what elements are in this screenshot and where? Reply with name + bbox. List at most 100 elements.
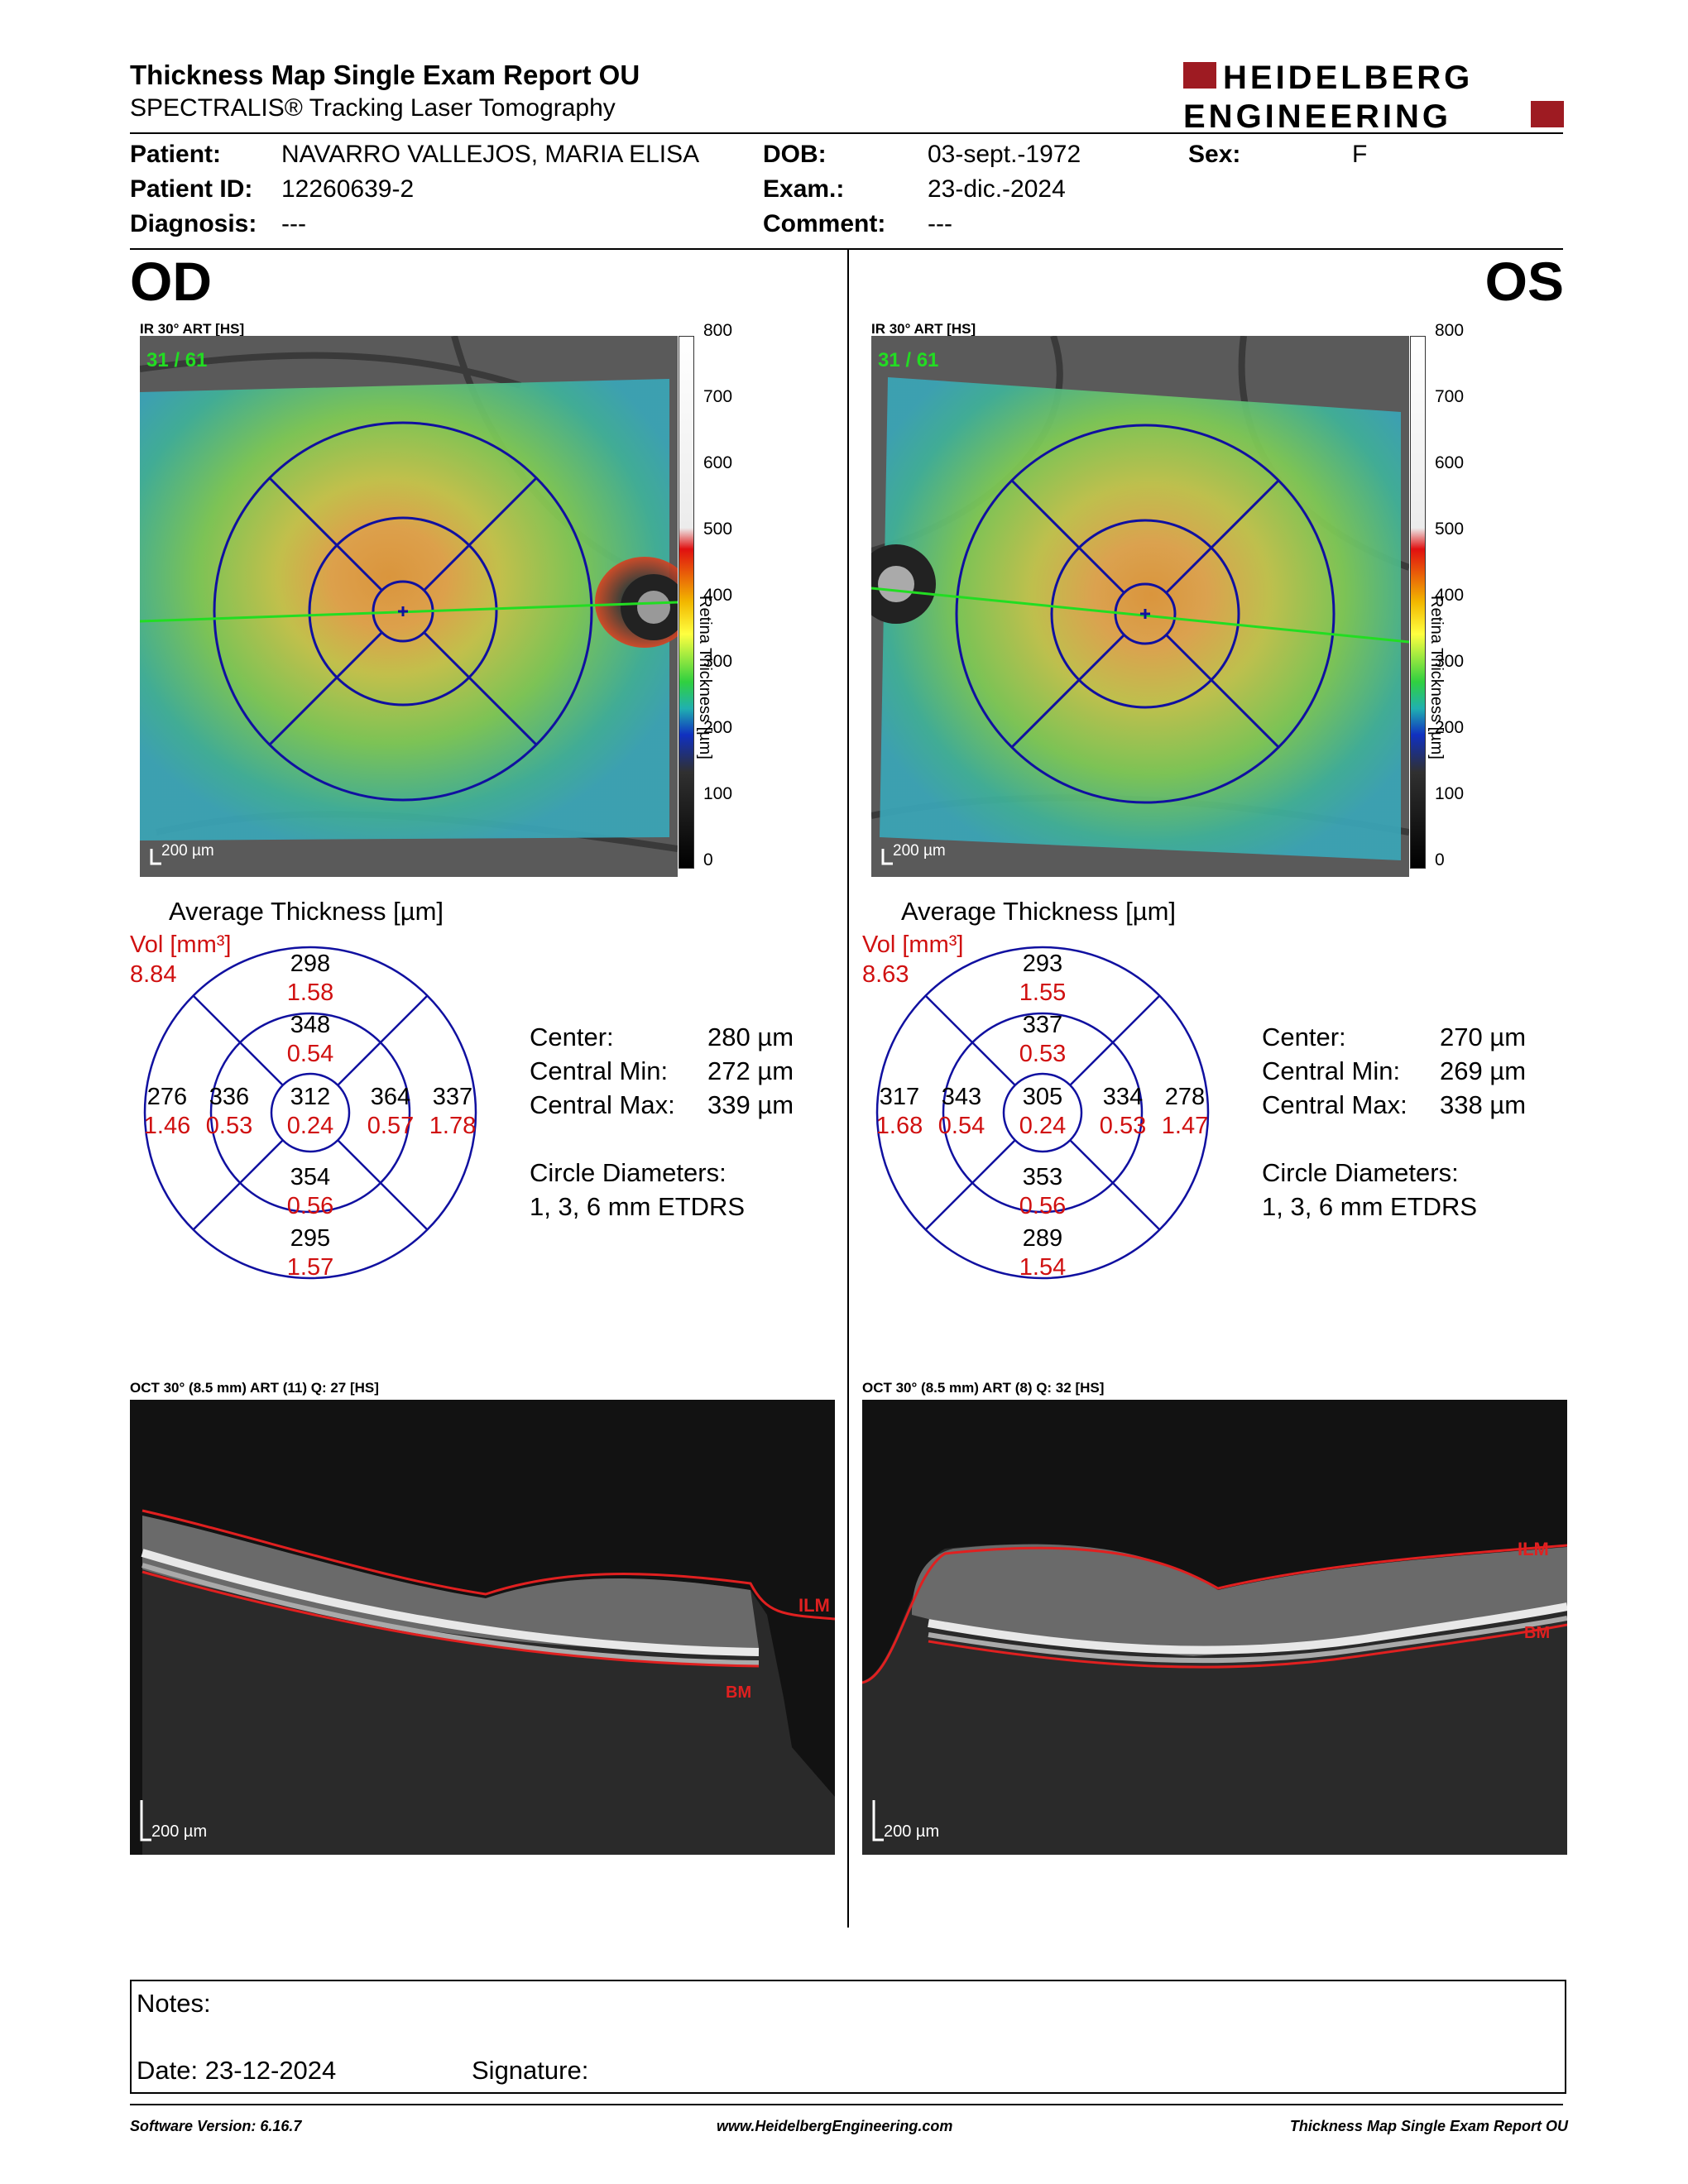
os-ir-caption: IR 30° ART [HS] xyxy=(871,321,976,337)
os-tick: 700 xyxy=(1435,387,1465,406)
od-center-thickness: 312 xyxy=(290,1084,330,1110)
dob-value: 03-sept.-1972 xyxy=(928,141,1081,168)
svg-text:HEIDELBERG: HEIDELBERG xyxy=(1223,60,1473,96)
os-inner-right-thickness: 334 xyxy=(1103,1084,1143,1110)
os-cmin-value: 269 µm xyxy=(1440,1056,1527,1085)
os-tick: 300 xyxy=(1435,652,1465,671)
os-inner-bottom-volume: 0.56 xyxy=(1019,1193,1066,1219)
patient-id: 12260639-2 xyxy=(281,175,415,203)
od-center-label: Center: xyxy=(530,1023,614,1051)
os-inner-top-thickness: 337 xyxy=(1023,1012,1062,1038)
eye-divider xyxy=(847,250,849,1928)
od-colorbar-ticks: 800 700 600 500 400 300 200 100 0 xyxy=(703,321,761,892)
os-circle-value: 1, 3, 6 mm ETDRS xyxy=(1262,1192,1478,1221)
od-thickness-map: 31 / 61 200 µm xyxy=(140,336,678,877)
os-tick: 200 xyxy=(1435,718,1465,737)
od-tick: 600 xyxy=(703,453,733,472)
os-oct-scale-bar xyxy=(872,1800,884,1842)
od-colorbar-label: Retina Thickness [µm] xyxy=(696,596,714,759)
os-thickness-title: Average Thickness [µm] xyxy=(901,897,1177,926)
od-oct-caption: OCT 30° (8.5 mm) ART (11) Q: 27 [HS] xyxy=(130,1380,379,1396)
od-tick: 700 xyxy=(703,387,733,406)
od-vol-value: 8.84 xyxy=(130,961,177,988)
os-ilm-label: ILM xyxy=(1518,1539,1549,1559)
notes-label: Notes: xyxy=(137,1989,211,2018)
patient-name: NAVARRO VALLEJOS, MARIA ELISA xyxy=(281,141,700,168)
od-inner-top-thickness: 348 xyxy=(290,1012,330,1038)
od-center-volume: 0.24 xyxy=(287,1113,333,1139)
signature-label: Signature: xyxy=(472,2056,589,2085)
od-circle-label: Circle Diameters: xyxy=(530,1158,727,1187)
notes-box[interactable] xyxy=(130,1980,1566,2094)
os-cmax-value: 338 µm xyxy=(1440,1090,1527,1119)
od-outer-left-volume: 1.46 xyxy=(144,1113,190,1139)
os-vol-value: 8.63 xyxy=(862,961,909,988)
od-tick: 800 xyxy=(703,321,733,340)
os-tick: 500 xyxy=(1435,520,1465,539)
od-outer-top-volume: 1.58 xyxy=(287,979,333,1006)
report-title: Thickness Map Single Exam Report OU xyxy=(130,60,640,90)
os-center-value: 270 µm xyxy=(1440,1023,1527,1051)
os-bm-label: BM xyxy=(1524,1624,1550,1642)
os-outer-right-volume: 1.47 xyxy=(1162,1113,1208,1139)
os-tick: 400 xyxy=(1435,586,1465,605)
diagnosis-label: Diagnosis: xyxy=(130,210,257,237)
od-tick: 300 xyxy=(703,652,733,671)
exam-label: Exam.: xyxy=(763,175,845,203)
od-vol-label: Vol [mm³] xyxy=(130,932,232,958)
od-tick: 200 xyxy=(703,718,733,737)
comment-value: --- xyxy=(928,210,952,237)
os-outer-top-volume: 1.55 xyxy=(1019,979,1066,1006)
heidelberg-logo: HEIDELBERG ENGINEERING xyxy=(1183,60,1564,132)
od-tick: 0 xyxy=(703,850,713,869)
os-inner-right-volume: 0.53 xyxy=(1100,1113,1146,1139)
od-circle-value: 1, 3, 6 mm ETDRS xyxy=(530,1192,746,1221)
od-colorbar xyxy=(679,336,694,869)
software-version: Software Version: 6.16.7 xyxy=(130,2118,302,2134)
od-stats-values: 280 µm 272 µm 339 µm xyxy=(707,1020,794,1122)
os-inner-left-thickness: 343 xyxy=(942,1084,981,1110)
os-colorbar-label: Retina Thickness [µm] xyxy=(1427,596,1446,759)
od-oct-scan: ILM BM 200 µm xyxy=(130,1400,835,1855)
od-oct-scale-bar xyxy=(140,1800,151,1842)
od-tick: 100 xyxy=(703,784,733,803)
os-frame-counter: 31 / 61 xyxy=(878,349,938,371)
od-tick: 500 xyxy=(703,520,733,539)
od-cmin-value: 272 µm xyxy=(707,1056,794,1085)
website-link[interactable]: www.HeidelbergEngineering.com xyxy=(717,2118,953,2134)
od-thickness-title: Average Thickness [µm] xyxy=(169,897,444,926)
os-tick: 600 xyxy=(1435,453,1465,472)
footer-rule xyxy=(130,2104,1563,2105)
od-ir-scale-bar xyxy=(150,849,161,865)
os-tick: 800 xyxy=(1435,321,1465,340)
patient-label: Patient: xyxy=(130,141,222,168)
od-stats-labels: Center: Central Min: Central Max: xyxy=(530,1020,675,1122)
od-inner-bottom-volume: 0.56 xyxy=(287,1193,333,1219)
os-vol-label: Vol [mm³] xyxy=(862,932,964,958)
eye-label-od: OD xyxy=(130,251,212,312)
os-outer-right-thickness: 278 xyxy=(1165,1084,1205,1110)
exam-value: 23-dic.-2024 xyxy=(928,175,1066,203)
od-ir-scale-text: 200 µm xyxy=(161,842,214,860)
footer-report-name: Thickness Map Single Exam Report OU xyxy=(1289,2118,1568,2134)
patient-id-label: Patient ID: xyxy=(130,175,253,203)
os-oct-scan: ILM BM 200 µm xyxy=(862,1400,1567,1855)
os-colorbar-ticks: 800 700 600 500 400 300 200 100 0 xyxy=(1435,321,1493,892)
os-thickness-map: 31 / 61 200 µm xyxy=(871,336,1409,877)
os-ir-scale-bar xyxy=(881,849,893,865)
od-circle-info: Circle Diameters: 1, 3, 6 mm ETDRS xyxy=(530,1156,745,1224)
od-outer-left-thickness: 276 xyxy=(147,1084,187,1110)
os-ir-scale-text: 200 µm xyxy=(893,842,946,860)
od-frame-counter: 31 / 61 xyxy=(146,349,207,371)
os-inner-bottom-thickness: 353 xyxy=(1023,1164,1062,1190)
os-inner-top-volume: 0.53 xyxy=(1019,1041,1066,1067)
sex-value: F xyxy=(1352,141,1368,168)
od-oct-scale-text: 200 µm xyxy=(151,1822,207,1841)
os-oct-caption: OCT 30° (8.5 mm) ART (8) Q: 32 [HS] xyxy=(862,1380,1105,1396)
eye-label-os: OS xyxy=(1484,251,1564,312)
od-inner-right-volume: 0.57 xyxy=(367,1113,414,1139)
os-center-volume: 0.24 xyxy=(1019,1113,1066,1139)
od-tick: 400 xyxy=(703,586,733,605)
od-outer-top-thickness: 298 xyxy=(290,951,330,977)
os-outer-top-thickness: 293 xyxy=(1023,951,1062,977)
